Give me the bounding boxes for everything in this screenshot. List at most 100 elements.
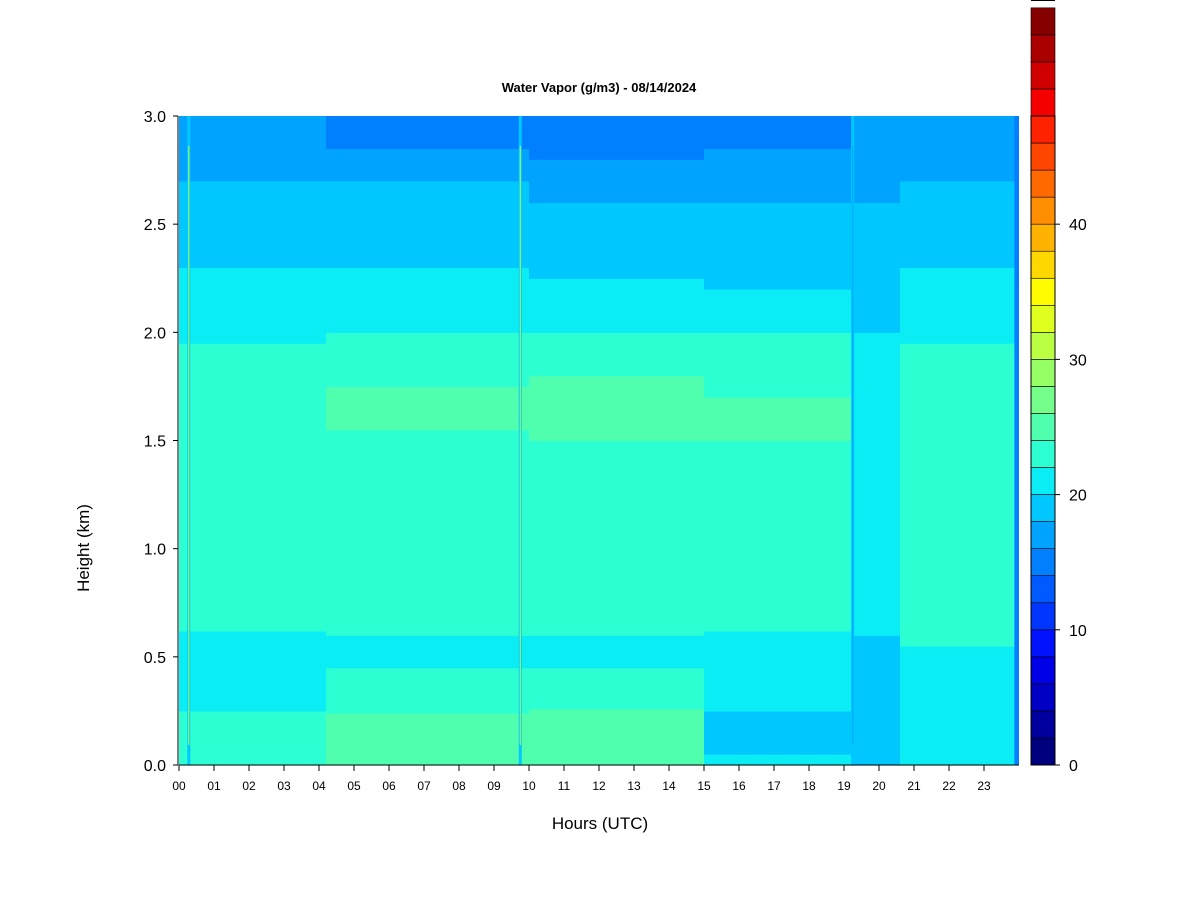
colorbar-tick-label: 10 bbox=[1069, 623, 1087, 640]
y-tick-label: 1.5 bbox=[144, 434, 166, 451]
heatmap-cell bbox=[179, 710, 327, 766]
heatmap-cell bbox=[900, 646, 1015, 766]
y-tick-label: 2.5 bbox=[144, 217, 166, 234]
heatmap-cell bbox=[851, 332, 901, 636]
heatmap-cell bbox=[704, 689, 852, 712]
x-tick-label: 14 bbox=[662, 779, 676, 793]
colorbar-swatch bbox=[1030, 440, 1056, 468]
colorbar-swatch bbox=[1030, 548, 1056, 577]
heatmap-cell bbox=[851, 635, 901, 766]
heatmap-spike bbox=[852, 146, 854, 745]
colorbar-swatch bbox=[1030, 575, 1056, 604]
colorbar-swatch bbox=[1030, 169, 1056, 198]
heatmap-cell bbox=[851, 202, 901, 333]
x-tick-label: 13 bbox=[627, 779, 641, 793]
colorbar-swatch bbox=[1030, 88, 1056, 117]
colorbar-swatch bbox=[1030, 413, 1056, 441]
x-tick-label: 07 bbox=[417, 779, 431, 793]
x-tick-label: 01 bbox=[207, 779, 221, 793]
heatmap-cell bbox=[704, 397, 852, 442]
heatmap-cell bbox=[179, 343, 327, 632]
colorbar-swatch bbox=[1030, 602, 1056, 631]
colorbar-swatch bbox=[1030, 223, 1056, 252]
colorbar-tick-label: 40 bbox=[1069, 217, 1087, 234]
colorbar-swatch bbox=[1030, 196, 1056, 225]
colorbar-swatch bbox=[1030, 494, 1056, 522]
x-tick-label: 04 bbox=[312, 779, 326, 793]
heatmap-cell bbox=[326, 429, 530, 636]
x-tick-label: 21 bbox=[907, 779, 921, 793]
colorbar-tick-label: 20 bbox=[1069, 488, 1087, 505]
colorbar-swatch bbox=[1030, 7, 1056, 36]
heatmap-cell bbox=[900, 180, 1015, 269]
colorbar-swatch bbox=[1030, 521, 1056, 549]
x-tick-label: 22 bbox=[942, 779, 956, 793]
heatmap-cell bbox=[179, 267, 327, 344]
colorbar-swatch bbox=[1030, 467, 1056, 495]
heatmap-cell bbox=[704, 440, 852, 632]
x-tick-label: 02 bbox=[242, 779, 256, 793]
heatmap-cell bbox=[529, 278, 705, 333]
x-tick-label: 16 bbox=[732, 779, 746, 793]
colorbar-swatch bbox=[1030, 656, 1056, 685]
heatmap-cell bbox=[326, 386, 530, 431]
colorbar-swatch bbox=[1030, 250, 1056, 279]
colorbar-swatch bbox=[1030, 277, 1056, 306]
colorbar-swatch bbox=[1030, 710, 1056, 739]
x-tick-label: 10 bbox=[522, 779, 536, 793]
x-tick-label: 00 bbox=[172, 779, 186, 793]
heatmap-cell bbox=[704, 754, 852, 766]
heatmap-cell bbox=[529, 375, 705, 442]
heatmap-cell bbox=[326, 713, 530, 766]
y-axis: 0.0 0.5 1.0 1.5 2.0 2.5 3.0 bbox=[144, 109, 179, 775]
heatmap-cell bbox=[326, 332, 530, 388]
heatmap-cell bbox=[704, 710, 852, 755]
y-tick-label: 0.0 bbox=[144, 758, 166, 775]
x-tick-label: 08 bbox=[452, 779, 466, 793]
heatmap-cell bbox=[179, 116, 327, 182]
colorbar-swatch bbox=[1030, 629, 1056, 658]
x-tick-label: 06 bbox=[382, 779, 396, 793]
x-tick-label: 12 bbox=[592, 779, 606, 793]
x-tick-label: 15 bbox=[697, 779, 711, 793]
heatmap-cell bbox=[529, 440, 705, 636]
colorbar-frame bbox=[1030, 115, 1056, 766]
colorbar-tick-label: 0 bbox=[1069, 758, 1078, 775]
heatmap-cell bbox=[704, 116, 852, 150]
heatmap-cell bbox=[326, 148, 530, 182]
heatmap-cell bbox=[704, 630, 852, 690]
y-tick-label: 3.0 bbox=[144, 109, 166, 126]
heatmap-cell bbox=[326, 267, 530, 333]
colorbar-swatch bbox=[1030, 115, 1056, 144]
colorbar-swatch bbox=[1030, 683, 1056, 712]
chart-title: Water Vapor (g/m3) - 08/14/2024 bbox=[502, 80, 697, 95]
heatmap-cell bbox=[326, 635, 530, 669]
y-axis-label: Height (km) bbox=[74, 504, 93, 592]
heatmap-area bbox=[179, 116, 1019, 766]
heatmap-cell bbox=[529, 667, 705, 710]
x-tick-label: 17 bbox=[767, 779, 781, 793]
heatmap-edge-strip bbox=[1013, 116, 1019, 765]
colorbar: 0 10 20 30 40 bbox=[1030, 7, 1087, 775]
heatmap-cell bbox=[529, 332, 705, 377]
heatmap-spikes bbox=[187, 116, 855, 765]
heatmap-cell bbox=[326, 180, 530, 269]
y-tick-label: 1.0 bbox=[144, 542, 166, 559]
heatmap-cell bbox=[529, 635, 705, 669]
heatmap-cell bbox=[851, 116, 901, 204]
heatmap-cell bbox=[704, 332, 852, 398]
x-tick-label: 20 bbox=[872, 779, 886, 793]
heatmap-spike bbox=[519, 146, 521, 745]
heatmap-cell bbox=[179, 630, 327, 712]
x-axis: 00 01 02 03 04 05 06 07 08 09 10 11 12 13 14 15 16 17 18 19… bbox=[172, 764, 1019, 793]
heatmap-cell bbox=[704, 202, 852, 290]
heatmap-cell bbox=[529, 708, 705, 766]
heatmap-cell bbox=[704, 148, 852, 204]
x-tick-label: 19 bbox=[837, 779, 851, 793]
heatmap-cell bbox=[900, 343, 1015, 647]
x-tick-label: 11 bbox=[558, 779, 571, 793]
x-tick-label: 03 bbox=[277, 779, 291, 793]
colorbar-swatch bbox=[1030, 142, 1056, 171]
heatmap-cell bbox=[900, 116, 1015, 182]
